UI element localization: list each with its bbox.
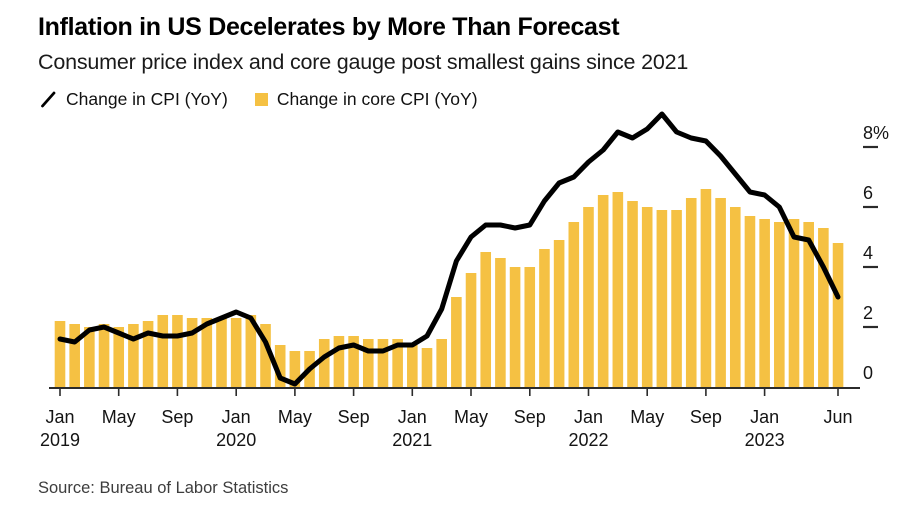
core-cpi-bar bbox=[289, 351, 301, 387]
source-note: Source: Bureau of Labor Statistics bbox=[38, 479, 289, 497]
core-cpi-bar bbox=[612, 192, 624, 387]
chart-title: Inflation in US Decelerates by More Than… bbox=[38, 13, 620, 41]
core-cpi-bar bbox=[568, 222, 580, 387]
core-cpi-bar bbox=[583, 207, 594, 387]
core-cpi-bar bbox=[524, 267, 536, 387]
legend-label-core-cpi: Change in core CPI (YoY) bbox=[276, 88, 478, 109]
core-cpi-bar bbox=[451, 297, 462, 387]
core-cpi-bar bbox=[656, 210, 668, 387]
x-axis-month-label: May bbox=[102, 407, 136, 427]
x-axis-month-label: Sep bbox=[690, 407, 722, 427]
core-cpi-bar bbox=[539, 249, 550, 387]
y-axis-label: 2 bbox=[863, 303, 873, 323]
chart-legend: Change in CPI (YoY) Change in core CPI (… bbox=[40, 88, 478, 110]
core-cpi-bar bbox=[157, 315, 169, 387]
y-axis-label: 6 bbox=[863, 183, 873, 203]
core-cpi-bar bbox=[671, 210, 682, 387]
chart-subtitle: Consumer price index and core gauge post… bbox=[38, 50, 689, 74]
core-cpi-bar bbox=[729, 207, 741, 387]
core-cpi-bar bbox=[260, 324, 271, 387]
core-cpi-bar bbox=[245, 315, 257, 387]
core-cpi-bar bbox=[436, 339, 447, 387]
core-cpi-bar bbox=[54, 321, 66, 387]
x-axis-year-label: 2022 bbox=[568, 430, 608, 450]
x-axis-month-label: Jan bbox=[574, 407, 603, 427]
core-cpi-bar bbox=[832, 243, 844, 387]
y-axis-label: 4 bbox=[863, 243, 873, 263]
x-axis-month-label: May bbox=[454, 407, 488, 427]
core-cpi-bar bbox=[641, 207, 653, 387]
core-cpi-bar bbox=[392, 339, 403, 387]
core-cpi-bar bbox=[348, 336, 359, 387]
core-cpi-legend-swatch bbox=[254, 92, 268, 106]
core-cpi-bar bbox=[597, 195, 609, 387]
core-cpi-bar bbox=[230, 318, 242, 387]
cpi-line bbox=[57, 111, 841, 387]
core-cpi-bar bbox=[774, 222, 785, 387]
core-cpi-bar bbox=[362, 339, 374, 387]
x-axis-year-label: 2021 bbox=[392, 430, 432, 450]
core-cpi-bar bbox=[216, 318, 227, 387]
core-cpi-bar bbox=[715, 198, 726, 387]
core-cpi-bar bbox=[744, 216, 756, 387]
core-cpi-bar bbox=[377, 339, 389, 387]
x-axis-year-label: 2023 bbox=[745, 430, 785, 450]
core-cpi-bar bbox=[553, 240, 565, 387]
core-cpi-bar bbox=[700, 189, 712, 387]
legend-item-core-cpi: Change in core CPI (YoY) bbox=[254, 88, 478, 110]
y-axis-label: 8% bbox=[863, 123, 889, 143]
legend-item-cpi: Change in CPI (YoY) bbox=[40, 89, 228, 110]
x-axis-month-label: Jan bbox=[45, 407, 74, 427]
x-axis-month-label: Sep bbox=[161, 407, 193, 427]
core-cpi-bar bbox=[201, 318, 213, 387]
core-cpi-bar bbox=[788, 219, 800, 387]
core-cpi-bar bbox=[274, 345, 286, 387]
core-cpi-bar bbox=[495, 258, 506, 387]
core-cpi-bar bbox=[685, 198, 697, 387]
y-axis-label: 0 bbox=[863, 363, 873, 383]
x-axis-month-label: May bbox=[630, 407, 664, 427]
x-axis-month-label: Jun bbox=[823, 407, 852, 427]
line-series-legend-icon bbox=[41, 91, 56, 107]
core-cpi-bar bbox=[128, 324, 139, 387]
core-cpi-bar bbox=[69, 324, 80, 387]
core-cpi-bar bbox=[407, 345, 418, 387]
core-cpi-bar bbox=[172, 315, 183, 387]
core-cpi-bar bbox=[509, 267, 521, 387]
core-cpi-bar bbox=[98, 324, 110, 387]
x-axis-month-label: May bbox=[278, 407, 312, 427]
core-cpi-bar bbox=[465, 273, 477, 387]
core-cpi-bar bbox=[113, 327, 125, 387]
legend-label-cpi: Change in CPI (YoY) bbox=[66, 88, 228, 109]
core-cpi-bar bbox=[627, 201, 638, 387]
x-axis-month-label: Sep bbox=[338, 407, 370, 427]
x-axis-year-label: 2020 bbox=[216, 430, 256, 450]
core-cpi-bar bbox=[818, 228, 829, 387]
x-axis-month-label: Jan bbox=[398, 407, 427, 427]
core-cpi-bar bbox=[480, 252, 492, 387]
x-axis-month-label: Jan bbox=[222, 407, 251, 427]
core-cpi-bar bbox=[759, 219, 770, 387]
core-cpi-bar bbox=[803, 222, 814, 387]
x-axis-month-label: Sep bbox=[514, 407, 546, 427]
core-cpi-bar bbox=[333, 336, 345, 387]
core-cpi-bar bbox=[84, 327, 95, 387]
core-cpi-bar bbox=[186, 318, 198, 387]
x-axis-year-label: 2019 bbox=[40, 430, 80, 450]
core-cpi-bar bbox=[318, 339, 330, 387]
x-axis-month-label: Jan bbox=[750, 407, 779, 427]
core-cpi-bar bbox=[421, 348, 433, 387]
core-cpi-bar bbox=[142, 321, 154, 387]
